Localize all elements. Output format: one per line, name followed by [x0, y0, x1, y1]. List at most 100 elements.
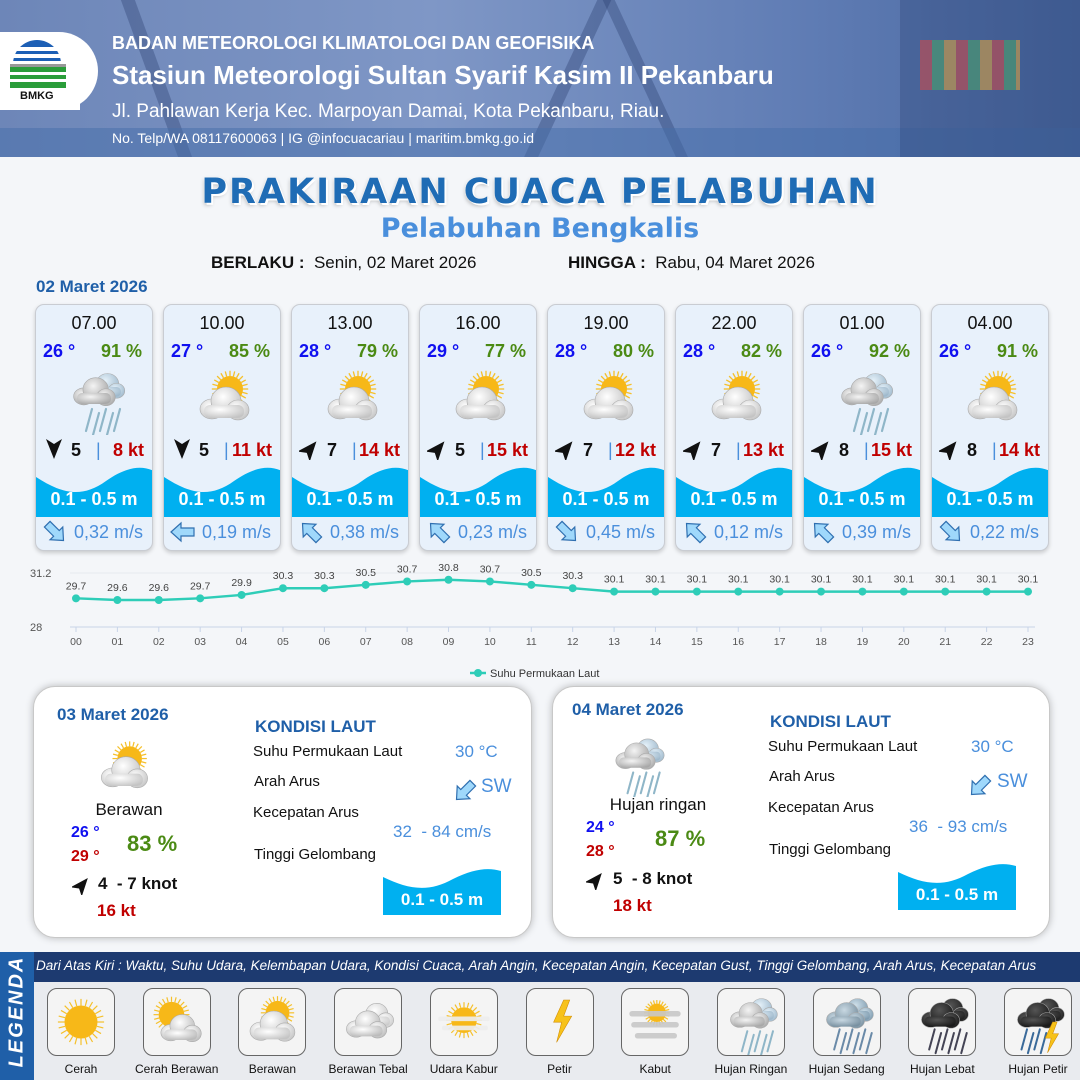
- current-direction-icon: [298, 519, 324, 545]
- card-gust: 15 kt: [486, 440, 528, 460]
- legend-item-label: Hujan Ringan: [714, 1062, 788, 1076]
- current-speed-value: 32 - 84 cm/s: [393, 822, 492, 841]
- hujan-sedang-icon: [812, 988, 881, 1056]
- card-separator: |: [480, 440, 485, 460]
- current-direction-icon: [170, 519, 196, 545]
- card-current-speed: 0,45 m/s: [586, 522, 656, 542]
- valid-from-value: Senin, 02 Maret 2026: [313, 253, 477, 272]
- station-address: Jl. Pahlawan Kerja Kec. Marpoyan Damai, …: [112, 101, 665, 122]
- data-point[interactable]: [154, 596, 163, 604]
- hujan-ringan-icon: [60, 363, 132, 437]
- legend-item-label: Cerah Berawan: [134, 1062, 219, 1076]
- wave-icon: [420, 463, 536, 517]
- data-point[interactable]: [527, 580, 536, 589]
- data-point[interactable]: [692, 587, 701, 596]
- station-name: Stasiun Meteorologi Sultan Syarif Kasim …: [112, 60, 774, 90]
- legend-item: Berawan Tebal: [323, 988, 413, 1076]
- x-tick-label: 22: [981, 636, 993, 648]
- legend-item-label: Udara Kabur: [429, 1062, 498, 1076]
- x-tick-label: 02: [153, 636, 165, 648]
- x-tick-label: 10: [484, 636, 496, 648]
- cerah-berawan-icon: [142, 988, 211, 1056]
- current-direction-icon: [967, 773, 993, 799]
- y-tick-label: 28: [30, 622, 42, 634]
- legend-item: Cerah: [36, 988, 126, 1076]
- sst-label: Suhu Permukaan Laut: [253, 743, 403, 760]
- card-separator: |: [96, 440, 101, 460]
- card-time: 16.00: [455, 313, 501, 333]
- x-tick-label: 07: [360, 636, 372, 648]
- card-time: 07.00: [71, 313, 117, 333]
- sst-chart: 28 31.2 29.7 00 29.6 01 29.6 02 29.7 03 29.9 04 30.3…: [30, 562, 1038, 680]
- legend-description: Dari Atas Kiri : Waktu, Suhu Udara, Kele…: [36, 958, 1037, 973]
- day1-date: 02 Maret 2026: [36, 277, 148, 296]
- x-tick-label: 18: [815, 636, 827, 648]
- x-tick-label: 04: [236, 636, 248, 648]
- wave-icon: [676, 463, 792, 517]
- data-point[interactable]: [817, 587, 826, 596]
- data-point[interactable]: [403, 577, 412, 586]
- current-direction-icon: [42, 519, 68, 545]
- hujan-ringan-icon: [828, 363, 900, 437]
- forecast-card: 10.00 27 ° 85 % 5 | 11 kt 0.1 - 0.5 m 0,…: [163, 304, 281, 551]
- data-point[interactable]: [610, 587, 619, 596]
- data-point[interactable]: [651, 587, 660, 596]
- legend-item: Hujan Lebat: [897, 988, 987, 1076]
- data-point[interactable]: [361, 580, 370, 589]
- card-current-speed: 0,23 m/s: [458, 522, 528, 542]
- berawan-icon: [316, 363, 388, 435]
- data-point[interactable]: [1024, 587, 1032, 596]
- legend-title: LEGENDA: [0, 952, 34, 1080]
- card-gust: 11 kt: [231, 440, 272, 460]
- data-point[interactable]: [982, 587, 991, 596]
- card-wind-speed: 7: [711, 440, 722, 460]
- data-label: 30.1: [604, 574, 625, 586]
- data-point[interactable]: [196, 594, 205, 603]
- day-temp-min: 24 °: [586, 819, 615, 836]
- card-current-speed: 0,32 m/s: [74, 522, 144, 542]
- cerah-icon: [47, 988, 115, 1056]
- legend-item: Hujan Petir: [993, 988, 1080, 1076]
- data-point[interactable]: [899, 587, 908, 596]
- valid-to-label: HINGGA :: [568, 253, 646, 272]
- data-point[interactable]: [775, 587, 784, 596]
- x-tick-label: 12: [567, 636, 579, 648]
- card-separator: |: [992, 440, 997, 460]
- legend-item: Hujan Sedang: [802, 988, 892, 1076]
- y-tick-label: 31.2: [30, 568, 51, 580]
- kabut-icon: [621, 988, 690, 1056]
- day-date: 03 Maret 2026: [57, 705, 169, 724]
- data-point[interactable]: [113, 596, 122, 604]
- data-point[interactable]: [278, 584, 287, 593]
- data-label: 30.8: [438, 562, 459, 574]
- card-time: 10.00: [199, 313, 245, 333]
- day-date: 04 Maret 2026: [572, 700, 684, 719]
- legend-label[interactable]: Suhu Permukaan Laut: [490, 668, 599, 680]
- card-wave-height: 0.1 - 0.5 m: [690, 489, 778, 509]
- day-wind-speed: 4 - 7 knot: [98, 874, 178, 893]
- data-point[interactable]: [941, 587, 950, 596]
- data-point[interactable]: [568, 584, 577, 593]
- card-wind-speed: 8: [967, 440, 978, 460]
- card-humidity: 85 %: [228, 341, 270, 361]
- legend-item: Udara Kabur: [419, 988, 509, 1076]
- wind-direction-icon: [584, 870, 606, 892]
- data-label: 30.1: [728, 574, 749, 586]
- data-point[interactable]: [320, 584, 329, 593]
- station-contact: No. Telp/WA 08117600063 | IG @infocuacar…: [112, 130, 534, 146]
- card-gust: 14 kt: [358, 440, 400, 460]
- card-humidity: 79 %: [356, 341, 398, 361]
- legend-item-label: Hujan Lebat: [909, 1062, 975, 1076]
- agency-name: BADAN METEOROLOGI KLIMATOLOGI DAN GEOFIS…: [112, 33, 595, 53]
- card-temperature: 27 °: [171, 341, 204, 361]
- hujan-ringan-icon: [716, 988, 785, 1057]
- card-wave-height: 0.1 - 0.5 m: [50, 489, 138, 509]
- data-point[interactable]: [485, 577, 494, 586]
- data-point[interactable]: [444, 575, 453, 584]
- data-point[interactable]: [72, 594, 80, 603]
- wave-icon: [932, 463, 1048, 517]
- data-point[interactable]: [237, 590, 246, 599]
- current-direction-icon: [938, 519, 964, 545]
- data-point[interactable]: [858, 587, 867, 596]
- data-point[interactable]: [734, 587, 743, 596]
